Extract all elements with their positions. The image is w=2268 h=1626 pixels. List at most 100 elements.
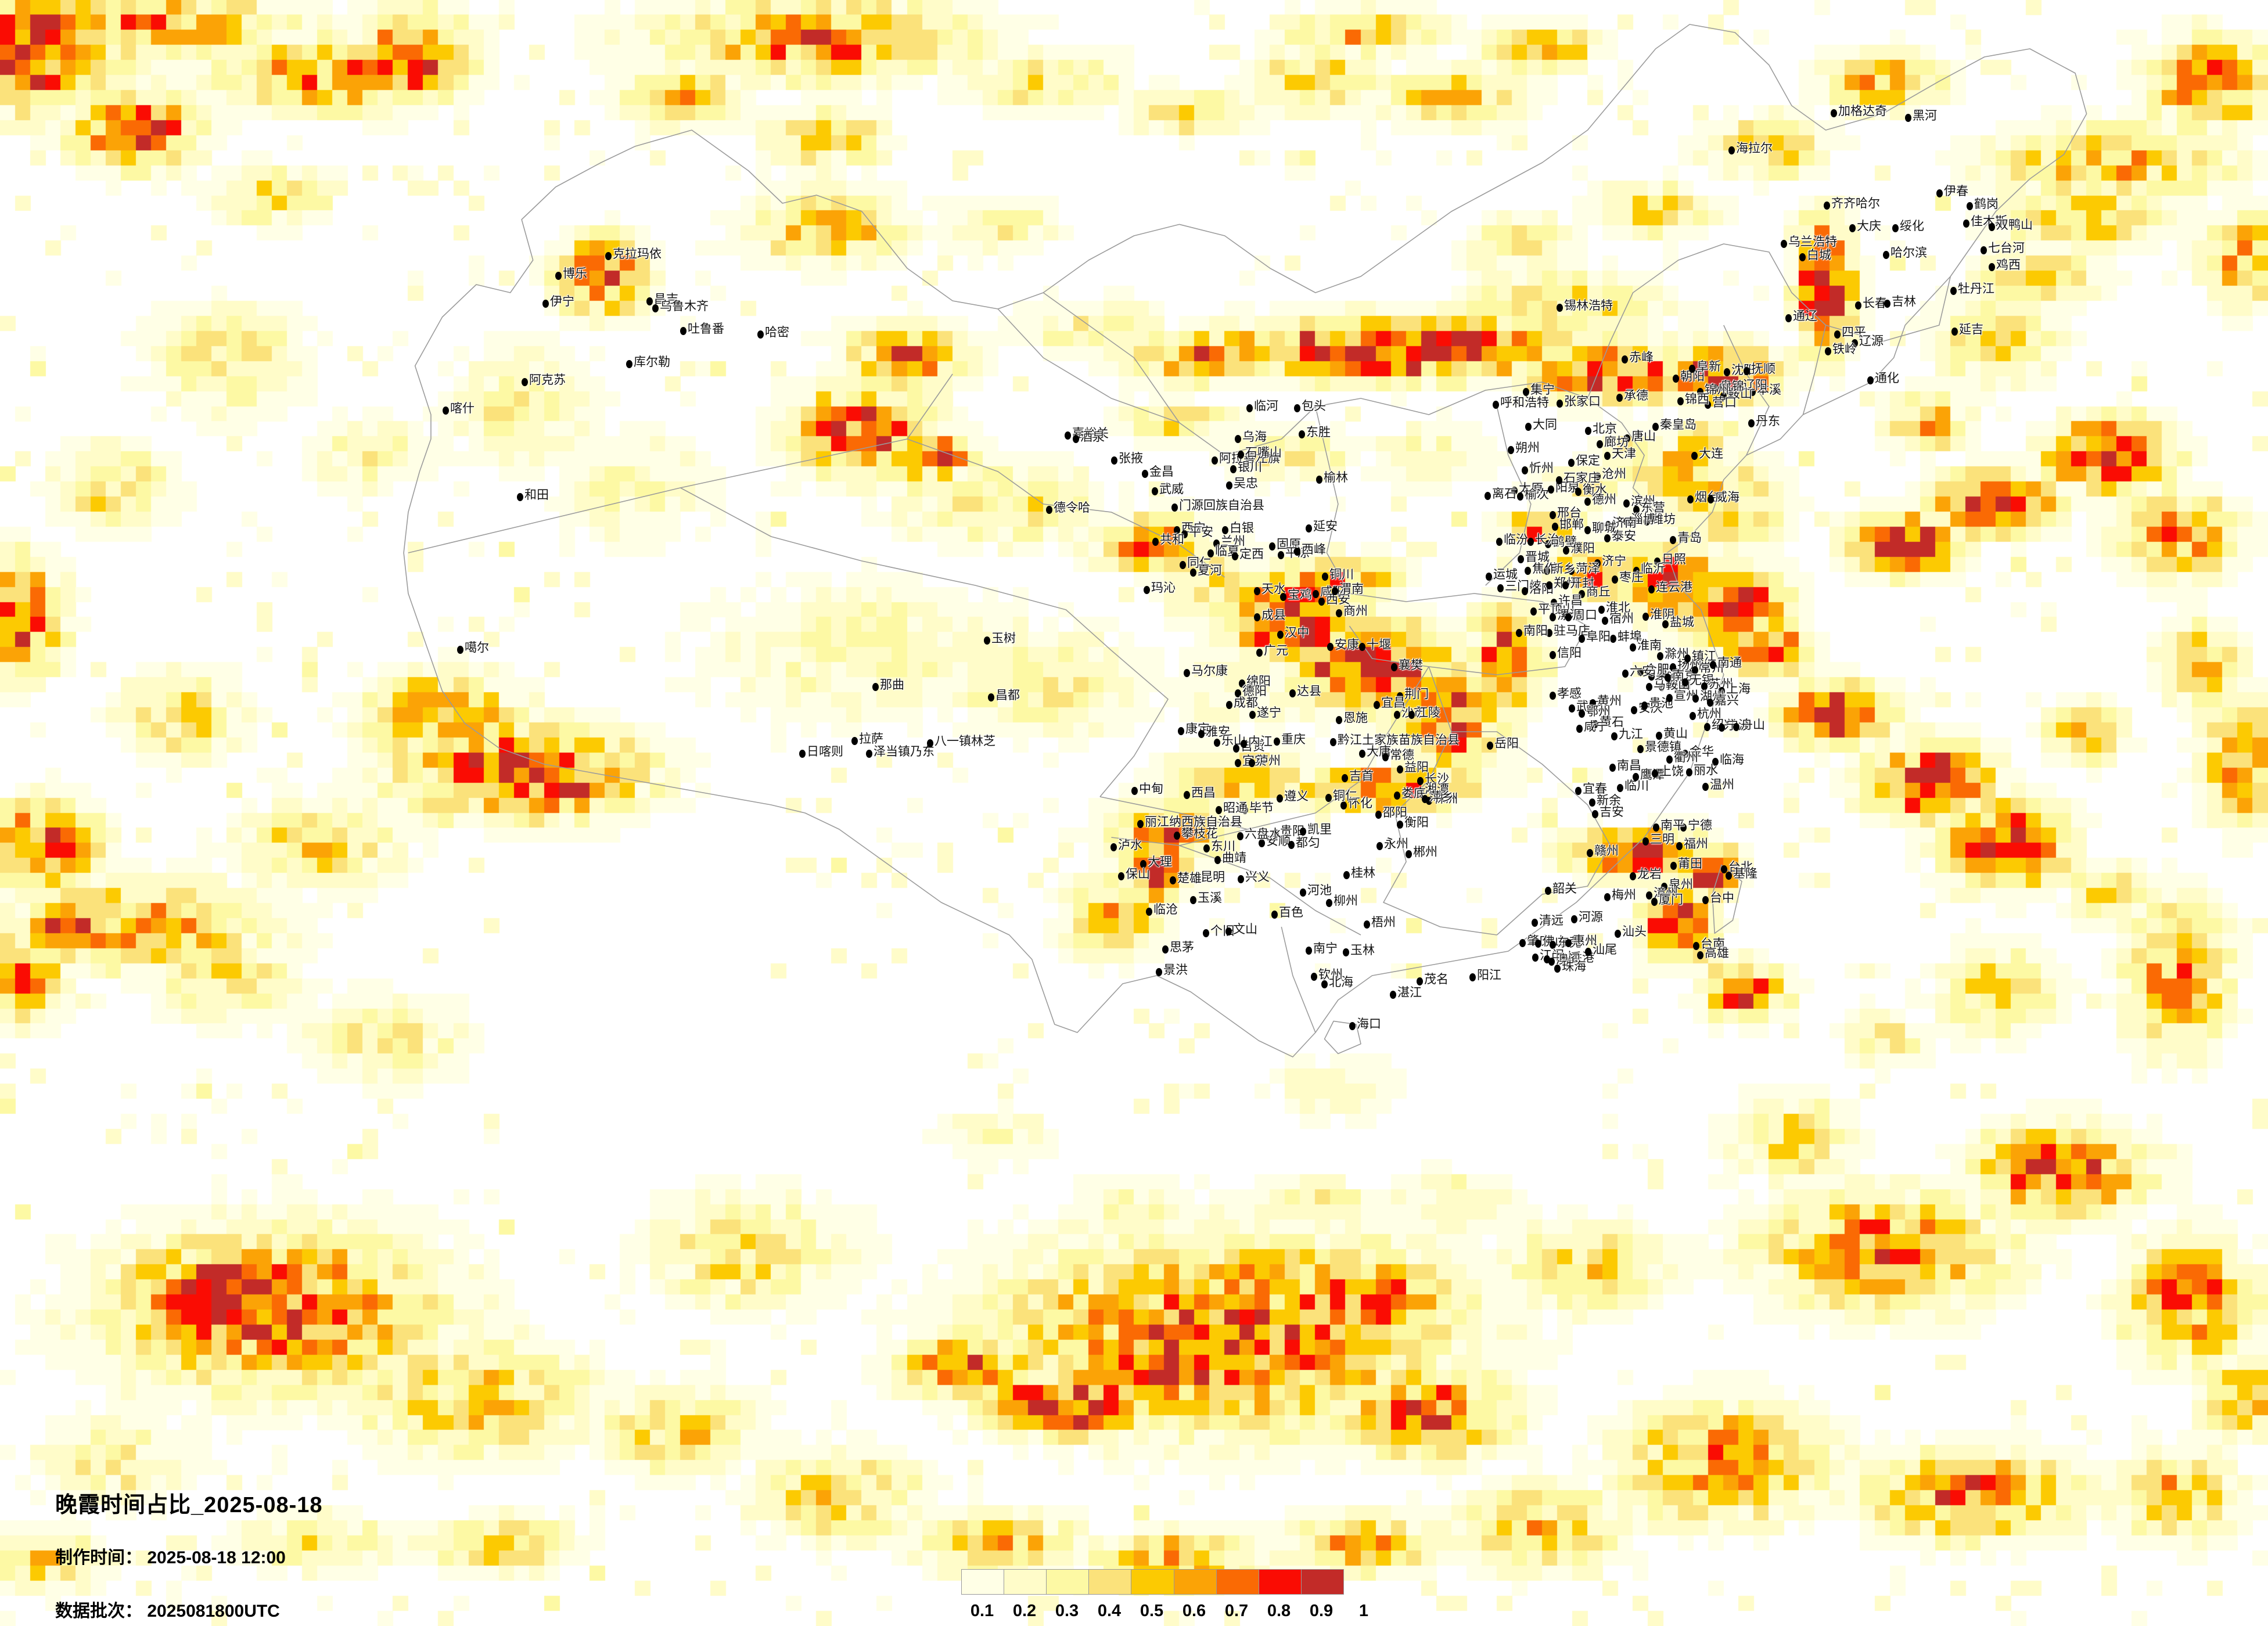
city-label: 威海 — [1715, 491, 1739, 504]
city-label: 延安 — [1313, 520, 1338, 533]
city-label: 西峰 — [1302, 543, 1326, 556]
city-label: 吉安 — [1600, 805, 1624, 819]
city-dot — [1174, 526, 1180, 534]
city-dot — [1693, 942, 1699, 950]
city-label: 襄樊 — [1399, 659, 1423, 672]
city-label: 郴州 — [1413, 846, 1437, 859]
city-label: 哈密 — [765, 326, 789, 339]
city-dot — [1233, 744, 1239, 753]
city-dot — [1311, 973, 1317, 981]
city-dot — [1951, 328, 1958, 336]
city-label: 那曲 — [880, 678, 904, 692]
city-label: 宣州 — [1674, 689, 1698, 703]
city-label: 临汾 — [1504, 533, 1528, 546]
city-dot — [1670, 862, 1677, 870]
city-label: 辽阳 — [1743, 379, 1767, 392]
city-label: 舟山 — [1741, 718, 1765, 732]
city-dot — [1144, 586, 1150, 594]
province-border-19 — [1622, 423, 1656, 512]
city-label: 沧州 — [1602, 467, 1626, 481]
city-dot — [1673, 375, 1679, 383]
city-dot — [1665, 674, 1671, 682]
city-dot — [872, 683, 879, 691]
city-dot — [1657, 652, 1663, 660]
city-dot — [1589, 798, 1595, 807]
city-label: 思茅 — [1170, 941, 1194, 954]
city-dot — [1496, 538, 1503, 546]
city-dot — [1238, 451, 1244, 459]
city-dot — [1237, 832, 1243, 840]
city-label: 中甸 — [1139, 782, 1163, 796]
city-label: 秦皇岛 — [1660, 418, 1696, 431]
city-dot — [1604, 893, 1611, 901]
city-dot — [1748, 419, 1755, 427]
city-label: 安康 — [1335, 638, 1359, 652]
city-label: 清远 — [1539, 914, 1563, 927]
city-dot — [1550, 651, 1556, 659]
legend-swatch — [1089, 1570, 1132, 1594]
city-label: 大庆 — [1857, 220, 1881, 233]
city-label: 渭南 — [1339, 582, 1364, 596]
city-dot — [1269, 542, 1275, 551]
city-dot — [1735, 383, 1742, 391]
city-label: 南京 — [1672, 669, 1696, 682]
city-label: 集宁 — [1530, 383, 1555, 397]
city-dot — [1565, 939, 1572, 947]
city-dot — [1579, 635, 1585, 643]
province-border-17 — [1803, 325, 1825, 415]
city-dot — [1238, 875, 1244, 883]
city-dot — [1592, 720, 1598, 728]
city-label: 呼和浩特 — [1500, 396, 1549, 409]
city-label: 黄州 — [1597, 695, 1622, 708]
city-label: 湘潭 — [1425, 783, 1449, 796]
city-label: 福州 — [1684, 837, 1708, 851]
city-label: 许昌 — [1558, 594, 1583, 607]
city-label: 楚雄 — [1177, 872, 1202, 885]
legend-tick: 0.2 — [1012, 1602, 1037, 1620]
city-dot — [1666, 756, 1673, 764]
city-dot — [1174, 832, 1180, 840]
city-label: 鞍山 — [1728, 387, 1752, 401]
city-dot — [1318, 598, 1325, 606]
city-label: 拉萨 — [859, 732, 883, 746]
city-label: 德令哈 — [1054, 501, 1090, 515]
city-dot — [1552, 523, 1558, 531]
city-label: 三明 — [1650, 833, 1674, 846]
city-dot — [1598, 606, 1605, 614]
city-label: 济宁 — [1602, 555, 1626, 568]
city-label: 平安 — [1189, 526, 1213, 539]
city-label: 济南 — [1612, 516, 1637, 530]
city-dot — [1849, 224, 1856, 232]
city-dot — [1963, 220, 1969, 228]
city-label: 南阳 — [1523, 624, 1548, 638]
city-dot — [1646, 891, 1652, 900]
city-dot — [1569, 704, 1575, 713]
city-label: 天津 — [1612, 447, 1636, 461]
city-dot — [1171, 503, 1178, 512]
city-dot — [1216, 806, 1222, 814]
city-label: 滨州 — [1631, 495, 1655, 508]
color-legend: 0.1 0.2 0.3 0.4 0.5 0.6 0.7 0.8 0.9 1 — [961, 1569, 1368, 1625]
city-dot — [1646, 683, 1652, 691]
city-dot — [1548, 958, 1555, 966]
city-label: 长沙 — [1425, 772, 1449, 786]
city-dot — [1180, 561, 1186, 569]
city-dot — [522, 378, 528, 386]
city-dot — [1712, 384, 1719, 393]
city-label: 高雄 — [1705, 947, 1729, 960]
city-dot — [1615, 930, 1621, 938]
city-dot — [1705, 401, 1711, 409]
city-dot — [1239, 679, 1245, 688]
city-label: 承德 — [1624, 389, 1648, 402]
city-dot — [1670, 536, 1676, 544]
city-label: 玉林 — [1350, 944, 1375, 957]
city-label: 朝阳 — [1680, 370, 1705, 383]
city-dot — [1548, 485, 1554, 494]
city-label: 临沧 — [1153, 903, 1178, 916]
city-dot — [1724, 368, 1730, 376]
city-dot — [1294, 404, 1300, 412]
city-label: 娄底 — [1401, 787, 1426, 800]
province-border-11 — [1111, 829, 1247, 846]
city-dot — [1642, 837, 1649, 846]
city-dot — [988, 693, 994, 702]
